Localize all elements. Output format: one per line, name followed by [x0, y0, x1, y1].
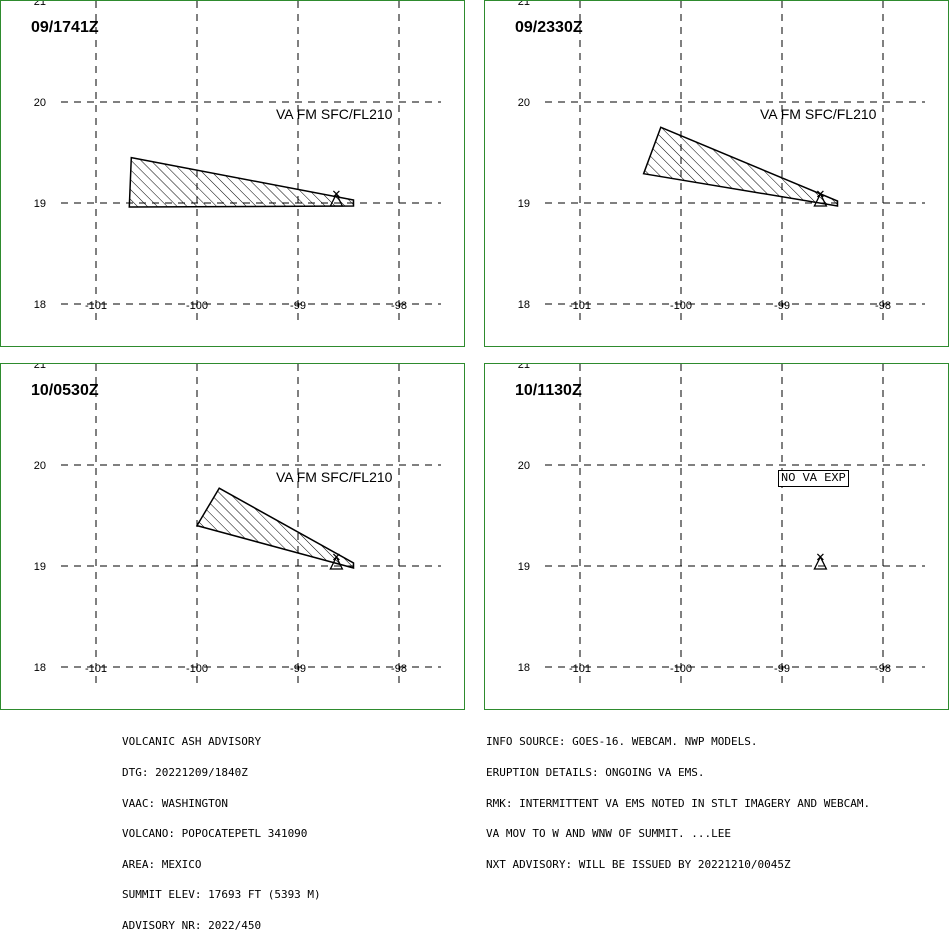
footer-line: VAAC: WASHINGTON: [122, 796, 228, 810]
panel-time-label: 10/0530Z: [31, 382, 99, 399]
footer-line: VOLCANIC ASH ADVISORY: [122, 735, 262, 749]
longitude-tick-label: -99: [774, 300, 790, 312]
map-canvas-4: -101 -100 -99 -98 21 20 19 18: [518, 364, 925, 684]
ash-level-label: VA FM SFC/FL210: [276, 106, 393, 122]
footer-line: INFO SOURCE: GOES-16. WEBCAM. NWP MODELS…: [486, 735, 758, 749]
panel-time-label: 09/2330Z: [515, 19, 583, 36]
latitude-tick-label: 19: [518, 561, 530, 573]
map-panel-2: -101 -100 -99 -98 21 20 19 18 09/2330Z VA FM SF…: [484, 0, 949, 347]
latitude-tick-label: 19: [34, 561, 46, 573]
map-panel-3: -101 -100 -99 -98 21 20 19 18 10/0530Z VA FM SF…: [0, 363, 465, 710]
longitude-tick-label: -98: [391, 300, 407, 312]
latitude-tick-label: 18: [34, 662, 46, 674]
longitude-tick-label: -98: [391, 663, 407, 675]
map-canvas-3: -101 -100 -99 -98 21 20 19 18: [34, 364, 441, 684]
longitude-tick-label: -100: [186, 663, 208, 675]
latitude-tick-label: 21: [518, 364, 530, 371]
footer-line: SUMMIT ELEV: 17693 FT (5393 M): [122, 888, 321, 902]
map-panel-4: -101 -100 -99 -98 21 20 19 18 10/1130Z NO VA EX…: [484, 363, 949, 710]
ash-level-label: VA FM SFC/FL210: [760, 106, 877, 122]
latitude-tick-label: 21: [34, 1, 46, 8]
longitude-tick-label: -101: [569, 300, 591, 312]
panel-time-label: 10/1130Z: [515, 382, 582, 399]
ash-cloud-polygon: [642, 126, 839, 207]
latitude-tick-label: 20: [34, 460, 46, 472]
longitude-tick-label: -101: [85, 300, 107, 312]
longitude-tick-label: -99: [290, 300, 306, 312]
longitude-tick-label: -101: [85, 663, 107, 675]
longitude-tick-label: -101: [569, 663, 591, 675]
footer-line: VOLCANO: POPOCATEPETL 341090: [122, 827, 308, 841]
latitude-tick-label: 20: [518, 460, 530, 472]
volcano-icon: [813, 553, 828, 570]
latitude-tick-label: 20: [518, 97, 530, 109]
volcano-icon: [329, 190, 344, 207]
volcano-icon: [329, 553, 344, 570]
map-canvas-2: -101 -100 -99 -98 21 20 19 18: [518, 1, 925, 321]
footer-line: DTG: 20221209/1840Z: [122, 766, 248, 779]
footer-line: VA MOV TO W AND WNW OF SUMMIT. ...LEE: [486, 827, 732, 841]
map-panel-1: -101 -100 -99 -98 21 20 19 18 09/1741Z VA FM SF…: [0, 0, 465, 347]
longitude-tick-label: -98: [875, 300, 891, 312]
longitude-tick-label: -100: [186, 300, 208, 312]
footer-line: ERUPTION DETAILS: ONGOING VA EMS.: [486, 766, 705, 779]
footer-line: ADVISORY NR: 2022/450: [122, 918, 262, 932]
latitude-tick-label: 18: [34, 299, 46, 311]
footer-line: RMK: INTERMITTENT VA EMS NOTED IN STLT I…: [486, 796, 871, 810]
volcano-icon: [813, 190, 828, 207]
longitude-tick-label: -98: [875, 663, 891, 675]
latitude-tick-label: 19: [34, 198, 46, 210]
advisory-details-block: INFO SOURCE: GOES-16. WEBCAM. NWP MODELS…: [486, 717, 870, 880]
longitude-tick-label: -99: [290, 663, 306, 675]
latitude-tick-label: 21: [34, 364, 46, 371]
ash-level-label: VA FM SFC/FL210: [276, 469, 393, 485]
longitude-tick-label: -99: [774, 663, 790, 675]
map-canvas-1: -101 -100 -99 -98 21 20 19 18: [34, 1, 441, 321]
no-ash-expected-box: NO VA EXP: [778, 470, 849, 487]
longitude-tick-label: -100: [670, 300, 692, 312]
latitude-tick-label: 20: [34, 97, 46, 109]
panel-time-label: 09/1741Z: [31, 19, 99, 36]
latitude-tick-label: 18: [518, 299, 530, 311]
footer-line: NXT ADVISORY: WILL BE ISSUED BY 20221210…: [486, 857, 791, 871]
latitude-tick-label: 19: [518, 198, 530, 210]
longitude-tick-label: -100: [670, 663, 692, 675]
advisory-header-block: VOLCANIC ASH ADVISORY DTG: 20221209/1840…: [122, 717, 321, 941]
latitude-tick-label: 21: [518, 1, 530, 8]
footer-line: AREA: MEXICO: [122, 857, 202, 871]
ash-cloud-polygon: [195, 487, 355, 569]
latitude-tick-label: 18: [518, 662, 530, 674]
ash-cloud-polygon: [128, 156, 355, 208]
